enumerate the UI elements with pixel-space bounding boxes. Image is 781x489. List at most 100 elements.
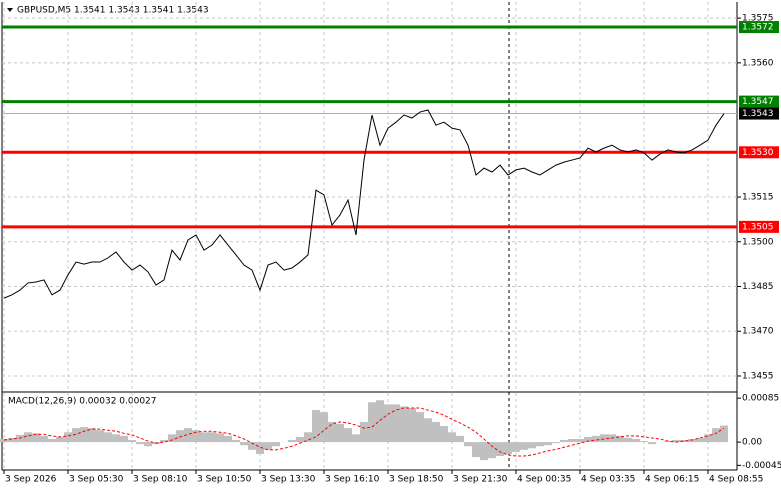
histogram-bar (448, 432, 456, 443)
histogram-bar (64, 432, 72, 443)
histogram-bar (632, 438, 640, 443)
histogram-bar (80, 427, 88, 443)
x-tick-label: 4 Sep 03:35 (581, 475, 635, 485)
histogram-bar (552, 442, 560, 444)
histogram-bar (712, 428, 720, 443)
histogram-bar (400, 406, 408, 443)
histogram-bar (240, 442, 248, 446)
histogram-bar (24, 432, 32, 443)
histogram-bar (360, 421, 368, 443)
histogram-bar (720, 425, 728, 443)
price-label-box (739, 107, 779, 120)
histogram-bar (176, 430, 184, 443)
histogram-bar (672, 440, 680, 443)
histogram-bar (48, 438, 56, 443)
y-tick-label: 0.00085 (742, 394, 779, 404)
x-tick-label: 3 Sep 13:30 (261, 475, 316, 485)
histogram-bar (0, 438, 8, 443)
histogram-bar (352, 434, 360, 443)
level-label-box (739, 21, 779, 34)
histogram-bar (32, 433, 40, 443)
histogram-bar (456, 435, 464, 443)
x-tick-label: 4 Sep 00:35 (517, 475, 571, 485)
histogram-bar (616, 435, 624, 443)
macd-title: MACD(12,26,9) 0.00032 0.00027 (8, 397, 157, 407)
y-tick-label: 1.3560 (742, 58, 774, 68)
histogram-bar (648, 442, 656, 445)
histogram-bar (264, 442, 272, 450)
level-label: 1.3547 (742, 97, 774, 107)
level-label: 1.3530 (742, 148, 774, 158)
histogram-bar (296, 436, 304, 443)
histogram-bar (592, 435, 600, 443)
histogram-bar (464, 442, 472, 447)
histogram-bar (320, 412, 328, 443)
x-tick-label: 3 Sep 08:10 (133, 475, 188, 485)
histogram-bar (8, 437, 16, 443)
x-tick-label: 3 Sep 21:30 (453, 475, 508, 485)
histogram-bar (424, 418, 432, 443)
level-label: 1.3572 (742, 23, 774, 33)
price-label: 1.3543 (742, 109, 774, 119)
histogram-bar (664, 441, 672, 443)
histogram-bar (480, 442, 488, 461)
histogram-bar (544, 442, 552, 446)
histogram-bar (392, 404, 400, 443)
histogram-bar (488, 442, 496, 459)
histogram-bar (528, 442, 536, 449)
histogram-bar (136, 442, 144, 445)
histogram-bar (200, 432, 208, 443)
histogram-bar (144, 442, 152, 447)
histogram-bar (56, 436, 64, 443)
line-series (3, 407, 725, 457)
histogram-bar (128, 440, 136, 443)
line-series (3, 109, 725, 299)
histogram-bar (568, 438, 576, 443)
level-label: 1.3505 (742, 222, 774, 232)
histogram-bar (336, 424, 344, 443)
title-icon (7, 8, 13, 12)
histogram-bar (216, 433, 224, 443)
histogram-bar (376, 400, 384, 443)
histogram-bar (40, 435, 48, 443)
histogram-bar (600, 434, 608, 443)
y-tick-label: 1.3515 (742, 193, 774, 203)
histogram-bar (696, 437, 704, 443)
histogram-bar (96, 430, 104, 443)
level-label-box (739, 220, 779, 233)
x-tick-label: 3 Sep 10:50 (197, 475, 252, 485)
histogram-bar (384, 404, 392, 443)
histogram-bar (408, 407, 416, 443)
histogram-bar (520, 442, 528, 450)
histogram-bar (504, 442, 512, 454)
histogram-bar (512, 442, 520, 452)
x-tick-label: 4 Sep 06:15 (645, 475, 699, 485)
chart-title: GBPUSD,M5 1.3541 1.3543 1.3541 1.3543 (17, 6, 209, 16)
histogram-bar (704, 434, 712, 443)
y-tick-label: 1.3485 (742, 282, 774, 292)
histogram-bar (288, 440, 296, 443)
y-tick-label: -0.00045 (742, 461, 781, 471)
histogram-bar (368, 402, 376, 443)
histogram-bar (104, 432, 112, 443)
x-tick-label: 3 Sep 16:10 (325, 475, 380, 485)
histogram-bar (536, 442, 544, 447)
histogram-bar (432, 421, 440, 443)
histogram-bar (88, 428, 96, 443)
histogram-bar (248, 442, 256, 450)
histogram-bar (256, 442, 264, 454)
histogram-bar (688, 438, 696, 443)
histogram-bar (208, 432, 216, 443)
histogram-bar (328, 421, 336, 443)
histogram-bar (224, 435, 232, 443)
x-tick-label: 4 Sep 08:55 (709, 475, 763, 485)
y-tick-label: 1.3455 (742, 371, 774, 381)
histogram-bar (440, 426, 448, 443)
histogram-bar (640, 441, 648, 443)
histogram-bar (72, 428, 80, 443)
histogram-bar (168, 434, 176, 443)
histogram-bar (192, 430, 200, 443)
y-tick-label: 1.3575 (742, 14, 774, 24)
histogram-bar (496, 442, 504, 457)
